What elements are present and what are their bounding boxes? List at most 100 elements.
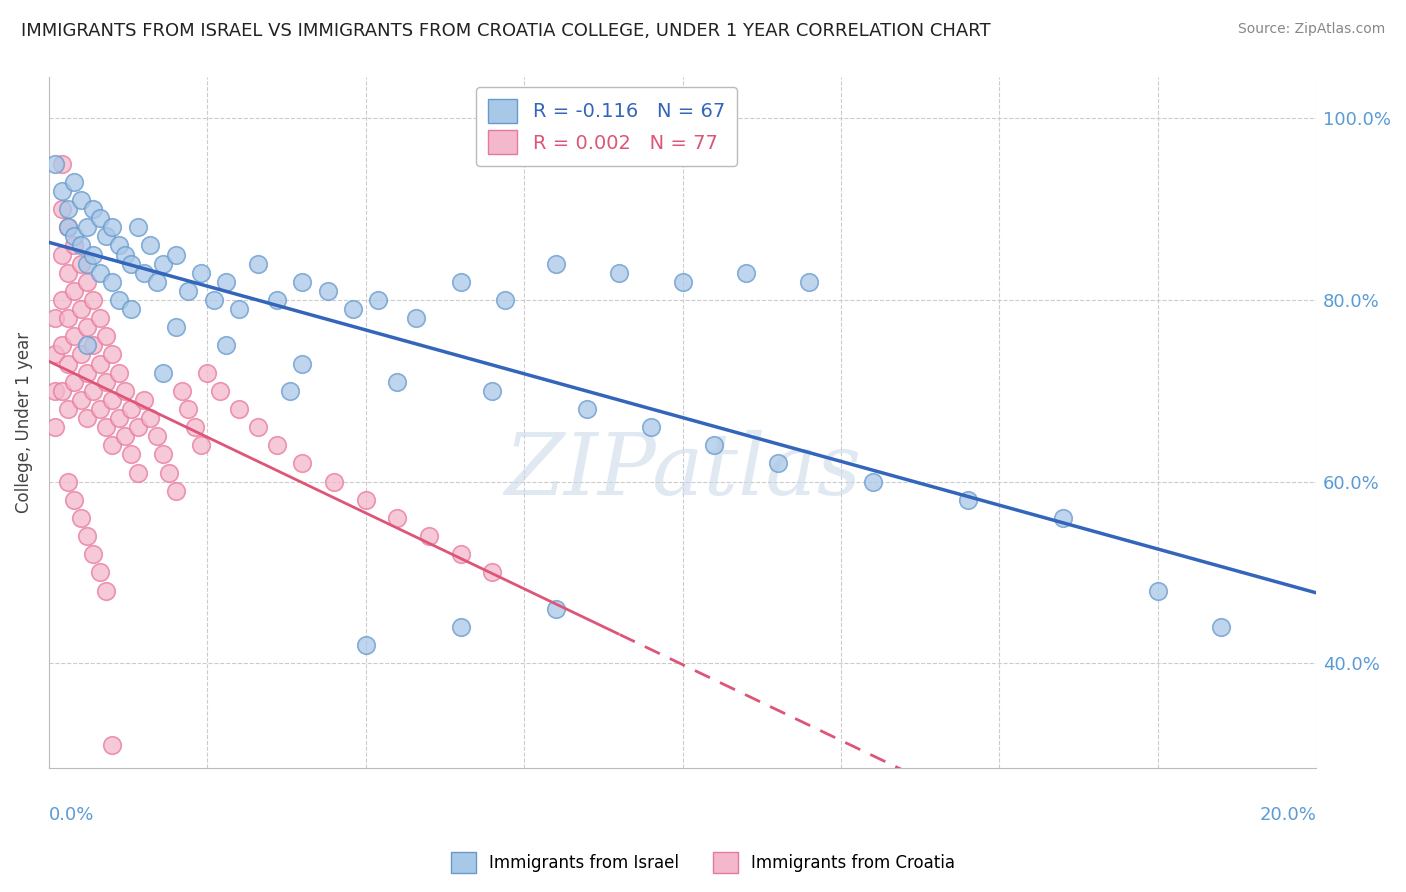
Point [63, 229, 86, 244]
Point [139, 238, 162, 252]
Point [76, 411, 98, 425]
Point [82, 338, 104, 352]
Point [494, 293, 516, 307]
Point [1209, 620, 1232, 634]
Point [266, 438, 288, 452]
Point [101, 392, 124, 407]
Point [418, 529, 440, 543]
Point [51, 157, 73, 171]
Point [215, 275, 238, 289]
Point [862, 475, 884, 489]
Point [120, 401, 142, 416]
Point [114, 247, 136, 261]
Point [101, 738, 124, 752]
Point [127, 466, 149, 480]
Point [101, 438, 124, 452]
Point [51, 293, 73, 307]
Point [1052, 511, 1074, 525]
Text: ZIPatlas: ZIPatlas [503, 430, 860, 512]
Point [157, 466, 180, 480]
Point [127, 220, 149, 235]
Point [291, 457, 314, 471]
Point [82, 384, 104, 398]
Y-axis label: College, Under 1 year: College, Under 1 year [15, 332, 32, 513]
Point [640, 420, 662, 434]
Point [139, 411, 162, 425]
Point [94, 375, 117, 389]
Point [89, 211, 111, 226]
Point [576, 401, 599, 416]
Point [89, 401, 111, 416]
Point [120, 301, 142, 316]
Point [56, 266, 79, 280]
Point [145, 275, 167, 289]
Point [544, 601, 567, 615]
Point [120, 447, 142, 461]
Point [76, 366, 98, 380]
Point [76, 275, 98, 289]
Point [450, 620, 472, 634]
Point [450, 275, 472, 289]
Point [56, 220, 79, 235]
Point [481, 384, 503, 398]
Point [51, 338, 73, 352]
Point [342, 301, 364, 316]
Text: 0.0%: 0.0% [49, 805, 94, 823]
Point [316, 284, 339, 298]
Point [101, 275, 124, 289]
Point [89, 266, 111, 280]
Point [228, 301, 250, 316]
Point [56, 401, 79, 416]
Point [69, 301, 91, 316]
Point [354, 638, 377, 652]
Point [177, 401, 200, 416]
Point [94, 583, 117, 598]
Point [202, 293, 225, 307]
Point [82, 293, 104, 307]
Point [82, 202, 104, 216]
Point [82, 247, 104, 261]
Point [51, 202, 73, 216]
Point [450, 547, 472, 561]
Point [208, 384, 231, 398]
Point [56, 357, 79, 371]
Point [278, 384, 301, 398]
Point [107, 411, 129, 425]
Point [195, 366, 218, 380]
Point [51, 184, 73, 198]
Point [63, 284, 86, 298]
Point [956, 492, 979, 507]
Point [63, 329, 86, 343]
Point [170, 384, 193, 398]
Point [190, 438, 212, 452]
Point [114, 384, 136, 398]
Point [76, 257, 98, 271]
Point [215, 338, 238, 352]
Point [51, 247, 73, 261]
Point [69, 511, 91, 525]
Point [63, 238, 86, 252]
Point [387, 375, 409, 389]
Point [107, 238, 129, 252]
Point [291, 357, 314, 371]
Point [183, 420, 205, 434]
Legend: Immigrants from Israel, Immigrants from Croatia: Immigrants from Israel, Immigrants from … [444, 846, 962, 880]
Point [107, 293, 129, 307]
Point [44, 384, 66, 398]
Point [107, 366, 129, 380]
Point [44, 347, 66, 361]
Point [76, 220, 98, 235]
Point [94, 229, 117, 244]
Point [89, 566, 111, 580]
Point [607, 266, 630, 280]
Point [114, 429, 136, 443]
Point [44, 157, 66, 171]
Point [323, 475, 346, 489]
Point [82, 547, 104, 561]
Point [266, 293, 288, 307]
Point [132, 266, 155, 280]
Point [89, 357, 111, 371]
Point [69, 238, 91, 252]
Point [56, 311, 79, 326]
Point [354, 492, 377, 507]
